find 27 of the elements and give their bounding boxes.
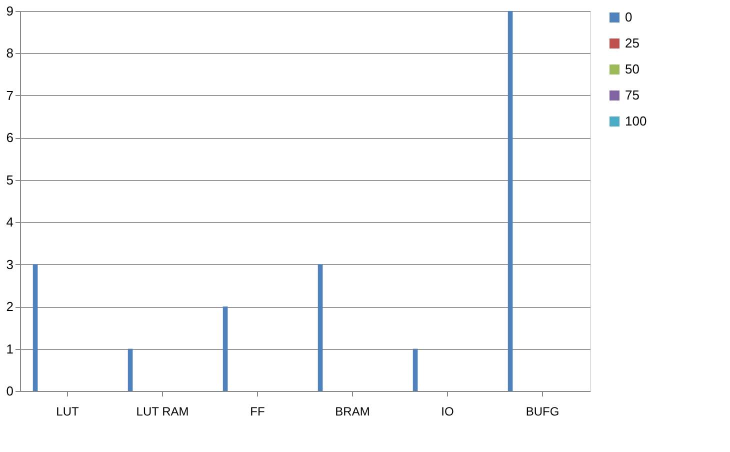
bar	[32, 264, 38, 391]
bar	[508, 11, 513, 391]
legend-label: 25	[625, 36, 640, 50]
x-tick-label: LUT RAM	[136, 404, 189, 418]
bar	[222, 306, 228, 391]
y-tick-label: 7	[6, 88, 14, 103]
y-tick-label: 4	[6, 214, 14, 230]
legend-label: 100	[625, 114, 647, 128]
y-tick-label: 9	[6, 4, 14, 18]
bar	[128, 348, 133, 391]
y-tick-label: 6	[6, 130, 14, 146]
y-tick-label: 0	[6, 384, 14, 398]
x-tick-label: BRAM	[335, 404, 370, 418]
bar	[318, 264, 323, 391]
y-tick-label: 3	[6, 256, 14, 272]
x-tick-label: LUT	[56, 404, 80, 418]
y-tick-label: 8	[6, 46, 14, 61]
y-tick-label: 1	[6, 341, 14, 356]
x-tick-label: FF	[250, 404, 265, 418]
legend-label: 0	[625, 10, 632, 24]
y-tick-label: 2	[6, 299, 14, 314]
y-tick-label: 5	[6, 172, 14, 188]
x-tick-label: IO	[441, 404, 454, 418]
x-tick-label: BUFG	[526, 404, 560, 418]
legend-label: 75	[625, 88, 640, 102]
legend-label: 50	[625, 62, 640, 76]
bar	[412, 348, 418, 391]
